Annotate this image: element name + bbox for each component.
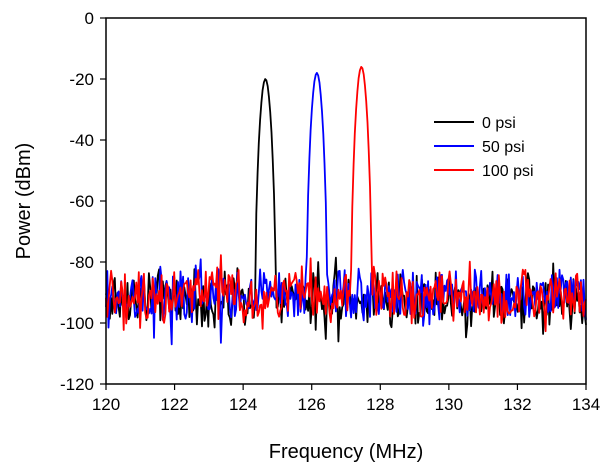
y-tick-label--80: -80: [69, 253, 94, 272]
y-tick-label--40: -40: [69, 131, 94, 150]
x-tick-label-130: 130: [435, 395, 463, 414]
y-tick-label--100: -100: [60, 314, 94, 333]
x-tick-label-120: 120: [92, 395, 120, 414]
x-axis: 120 122 124 126 128 130 132 134: [92, 384, 600, 414]
x-tick-label-122: 122: [160, 395, 188, 414]
legend: 0 psi 50 psi 100 psi: [434, 115, 534, 180]
y-tick-label--20: -20: [69, 70, 94, 89]
plot-area-frame: [105, 17, 587, 385]
series-line-50-psi: [105, 72, 587, 346]
y-tick-label--60: -60: [69, 192, 94, 211]
x-tick-label-134: 134: [572, 395, 600, 414]
legend-label-0-psi: 0 psi: [482, 115, 516, 132]
x-axis-title: Frequency (MHz): [269, 441, 423, 463]
y-tick-label-0: 0: [85, 9, 94, 28]
series-layer: [105, 66, 587, 346]
x-tick-label-128: 128: [366, 395, 394, 414]
x-tick-label-124: 124: [229, 395, 257, 414]
legend-label-50-psi: 50 psi: [482, 139, 525, 156]
legend-label-100-psi: 100 psi: [482, 163, 534, 180]
y-tick-label--120: -120: [60, 375, 94, 394]
y-axis: 0 -20 -40 -60 -80 -100 -120: [60, 9, 106, 394]
x-tick-label-132: 132: [503, 395, 531, 414]
series-line-100-psi: [105, 66, 587, 333]
y-axis-title: Power (dBm): [13, 143, 35, 260]
x-tick-label-126: 126: [298, 395, 326, 414]
